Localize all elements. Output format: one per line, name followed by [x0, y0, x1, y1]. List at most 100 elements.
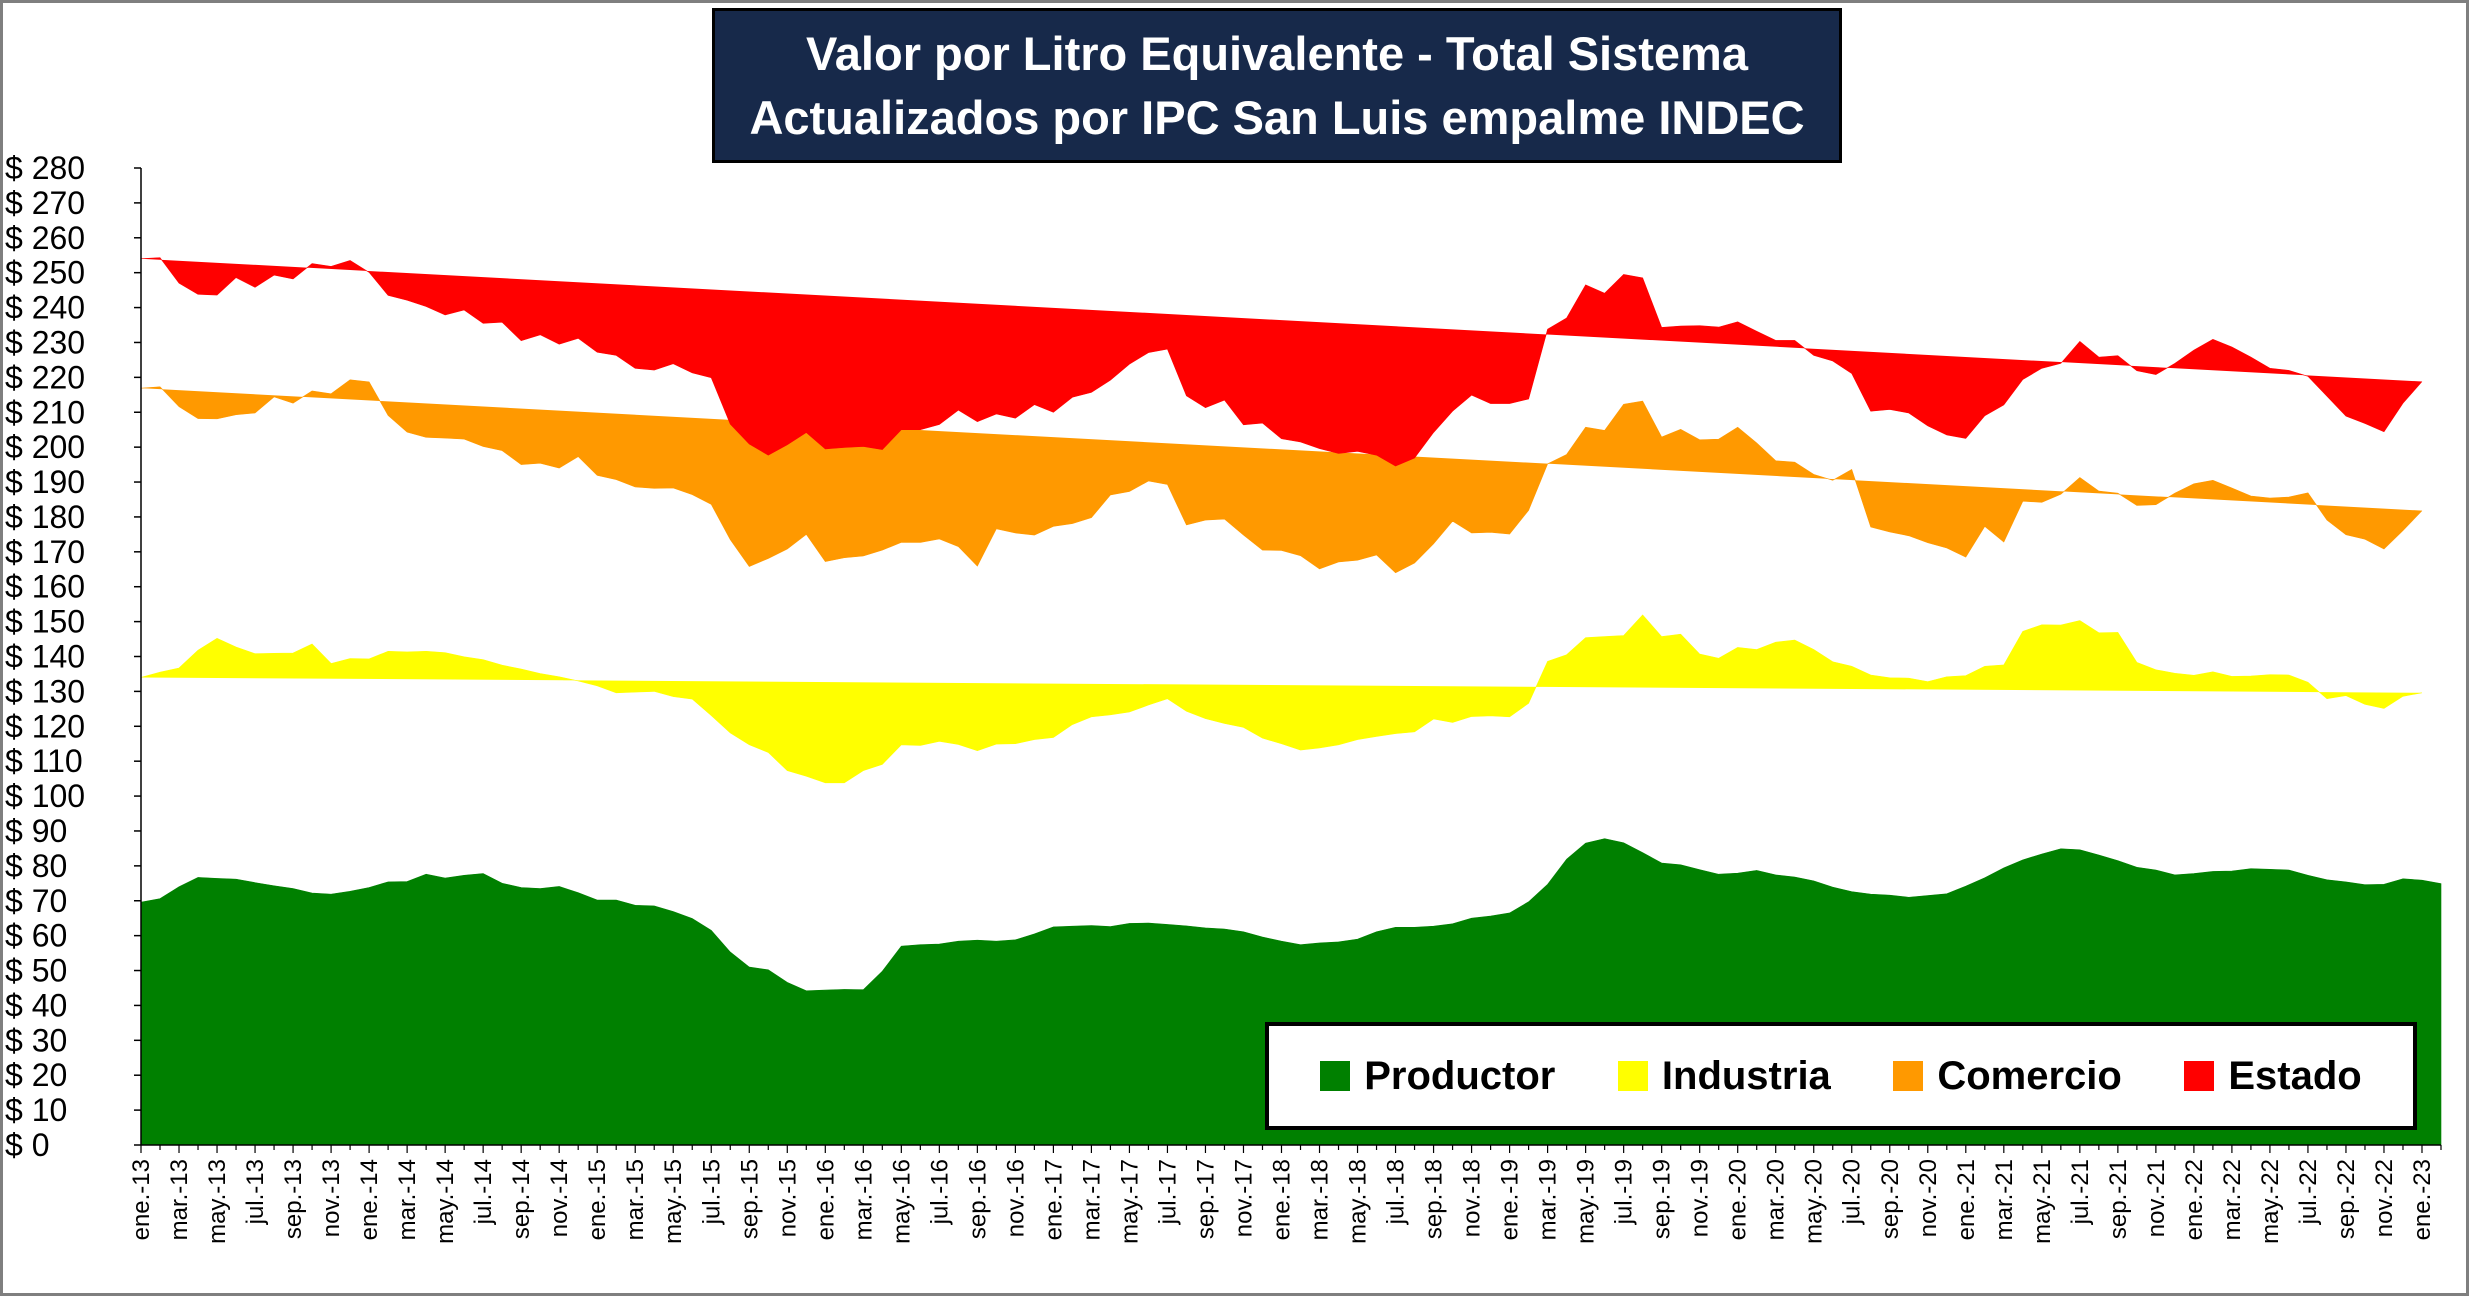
x-tick-label: nov.-19 [1687, 1159, 1714, 1237]
y-tick-label: $ 160 [5, 569, 85, 605]
x-tick-label: nov.-22 [2371, 1159, 2398, 1237]
y-tick-label: $ 250 [5, 255, 85, 291]
x-tick-label: jul.-14 [470, 1159, 497, 1225]
y-tick-label: $ 220 [5, 359, 85, 395]
x-tick-label: sep.-22 [2333, 1159, 2360, 1239]
y-tick-label: $ 0 [5, 1127, 49, 1163]
y-tick-label: $ 140 [5, 639, 85, 675]
x-tick-label: mar.-15 [622, 1159, 649, 1240]
x-tick-label: may.-20 [1801, 1159, 1828, 1244]
y-tick-label: $ 180 [5, 499, 85, 535]
legend-item-comercio: Comercio [1893, 1054, 2122, 1099]
legend-swatch-productor [1320, 1061, 1351, 1091]
x-tick-label: mar.-22 [2219, 1159, 2246, 1240]
x-tick-label: nov.-15 [774, 1159, 801, 1237]
x-tick-label: jul.-20 [1839, 1159, 1866, 1225]
x-tick-label: sep.-19 [1649, 1159, 1676, 1239]
y-axis: $ 0$ 10$ 20$ 30$ 40$ 50$ 60$ 70$ 80$ 90$… [5, 150, 142, 1163]
x-tick-label: ene.-19 [1497, 1159, 1524, 1240]
x-tick-label: may.-13 [204, 1159, 231, 1244]
legend-swatch-comercio [1893, 1061, 1924, 1091]
y-tick-label: $ 280 [5, 150, 85, 186]
area-series-comercio [140, 379, 2423, 574]
x-tick-label: may.-18 [1345, 1159, 1372, 1244]
x-tick-label: mar.-18 [1307, 1159, 1334, 1240]
x-axis: ene.-13 mar.-13 may.-13 jul.-13 sep.-13 nov.-… [128, 1144, 2442, 1244]
x-tick-label: sep.-16 [964, 1159, 991, 1239]
x-tick-label: sep.-18 [1421, 1159, 1448, 1239]
y-tick-label: $ 210 [5, 394, 85, 430]
x-tick-label: mar.-17 [1078, 1159, 1105, 1240]
legend-label-estado: Estado [2228, 1053, 2362, 1098]
x-tick-label: may.-14 [432, 1159, 459, 1244]
x-tick-label: mar.-20 [1763, 1159, 1790, 1240]
x-tick-label: nov.-21 [2143, 1159, 2170, 1237]
x-tick-label: sep.-14 [508, 1159, 535, 1239]
y-tick-label: $ 150 [5, 604, 85, 640]
chart-subtitle: Actualizados por IPC San Luis empalme IN… [749, 90, 1805, 144]
y-tick-label: $ 200 [5, 429, 85, 465]
legend-label-productor: Productor [1364, 1053, 1556, 1098]
x-tick-label: nov.-13 [318, 1159, 345, 1237]
y-tick-label: $ 30 [5, 1022, 67, 1058]
x-tick-label: mar.-19 [1535, 1159, 1562, 1240]
x-tick-label: jul.-17 [1154, 1159, 1181, 1225]
x-tick-label: jul.-22 [2295, 1159, 2322, 1225]
y-tick-label: $ 130 [5, 673, 85, 709]
x-tick-label: ene.-21 [1953, 1159, 1980, 1240]
legend-label-comercio: Comercio [1937, 1053, 2122, 1098]
legend-item-productor: Productor [1320, 1054, 1555, 1099]
y-tick-label: $ 260 [5, 220, 85, 256]
y-tick-label: $ 70 [5, 883, 67, 919]
x-tick-label: ene.-22 [2181, 1159, 2208, 1240]
stacked-areas [140, 168, 2442, 1146]
x-tick-label: ene.-15 [584, 1159, 611, 1240]
x-tick-label: sep.-21 [2105, 1159, 2132, 1239]
chart-title-box: Valor por Litro Equivalente - Total Sist… [712, 8, 1842, 163]
x-tick-label: nov.-16 [1002, 1159, 1029, 1237]
x-tick-label: ene.-13 [128, 1159, 155, 1240]
y-tick-label: $ 190 [5, 464, 85, 500]
x-tick-label: may.-16 [888, 1159, 915, 1244]
legend: Productor Industria Comercio Estado [1265, 1022, 2417, 1130]
x-tick-label: may.-19 [1573, 1159, 1600, 1244]
legend-item-estado: Estado [2184, 1053, 2362, 1099]
y-tick-label: $ 80 [5, 848, 67, 884]
x-tick-label: sep.-15 [736, 1159, 763, 1239]
legend-swatch-estado [2184, 1061, 2215, 1091]
x-tick-label: ene.-23 [2409, 1159, 2436, 1240]
y-tick-label: $ 50 [5, 953, 67, 989]
chart-title: Valor por Litro Equivalente - Total Sist… [806, 26, 1748, 80]
x-tick-label: jul.-18 [1383, 1159, 1410, 1225]
x-tick-label: mar.-21 [1991, 1159, 2018, 1240]
y-tick-label: $ 40 [5, 987, 67, 1023]
y-tick-label: $ 60 [5, 918, 67, 954]
x-tick-label: nov.-17 [1230, 1159, 1257, 1237]
x-tick-label: mar.-13 [166, 1159, 193, 1240]
x-tick-label: jul.-15 [698, 1159, 725, 1225]
x-tick-label: ene.-18 [1269, 1159, 1296, 1240]
x-tick-label: mar.-16 [850, 1159, 877, 1240]
x-tick-label: may.-15 [660, 1159, 687, 1244]
x-tick-label: nov.-20 [1915, 1159, 1942, 1237]
y-tick-label: $ 90 [5, 813, 67, 849]
y-tick-label: $ 100 [5, 778, 85, 814]
x-tick-label: jul.-19 [1611, 1159, 1638, 1225]
y-tick-label: $ 10 [5, 1092, 67, 1128]
x-tick-label: nov.-18 [1459, 1159, 1486, 1237]
y-tick-label: $ 110 [5, 743, 83, 779]
x-tick-label: mar.-14 [394, 1159, 421, 1240]
area-series-estado [140, 257, 2423, 467]
legend-item-industria: Industria [1617, 1053, 1831, 1099]
legend-swatch-industria [1617, 1061, 1648, 1091]
x-tick-label: jul.-21 [2067, 1159, 2094, 1225]
y-tick-label: $ 20 [5, 1057, 67, 1093]
legend-label-industria: Industria [1661, 1053, 1831, 1098]
area-series-industria [140, 614, 2423, 784]
x-tick-label: sep.-17 [1192, 1159, 1219, 1239]
x-tick-label: jul.-13 [242, 1159, 269, 1225]
x-tick-label: sep.-13 [280, 1159, 307, 1239]
x-tick-label: nov.-14 [546, 1159, 573, 1237]
y-tick-label: $ 120 [5, 708, 85, 744]
y-tick-label: $ 270 [5, 185, 85, 221]
